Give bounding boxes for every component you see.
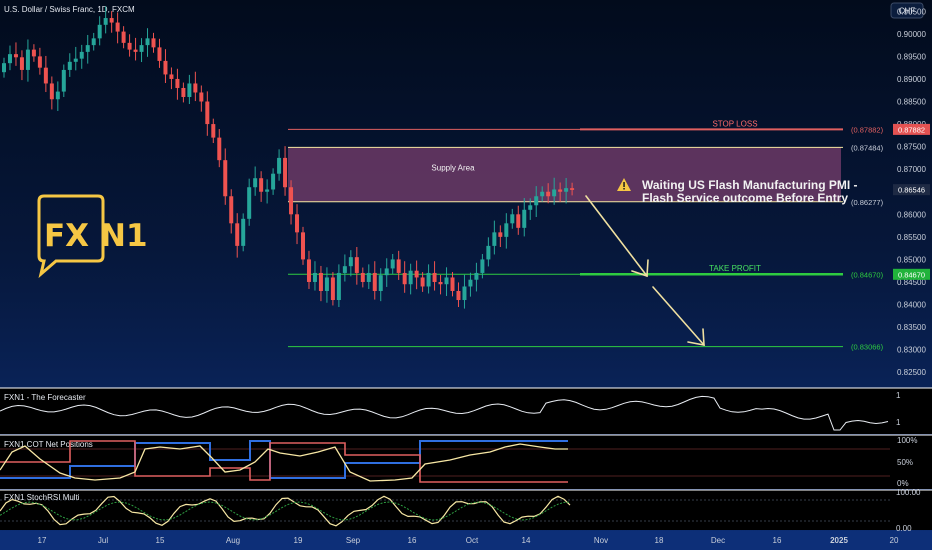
price-tick-label: 0.83500 xyxy=(897,323,926,332)
time-tick-label: Jul xyxy=(98,536,108,545)
take-profit-badge-text: 0.84670 xyxy=(898,270,925,279)
time-tick-label: Nov xyxy=(594,536,608,545)
forecaster-tick-top: 1 xyxy=(896,391,901,400)
time-tick-label: 20 xyxy=(890,536,899,545)
price-tick-label: 0.85000 xyxy=(897,255,926,264)
cot-tick-0: 0% xyxy=(897,479,909,488)
annotation-line-2: Flash Service outcome Before Entry xyxy=(642,191,848,205)
symbol-title: U.S. Dollar / Swiss Franc, 1D, FXCM xyxy=(4,5,135,14)
price-tick-label: 0.89000 xyxy=(897,75,926,84)
logo-fx: FX xyxy=(44,218,89,254)
take-profit-badge: 0.84670 xyxy=(893,269,930,280)
forecaster-tick-bottom: 1 xyxy=(896,418,901,427)
time-tick-label: 16 xyxy=(773,536,782,545)
supply-bottom-tag: (0.86277) xyxy=(851,198,884,207)
take-profit-label: TAKE PROFIT xyxy=(709,264,761,273)
cot-tick-100: 100% xyxy=(897,436,917,445)
time-tick-label: 14 xyxy=(522,536,531,545)
annotation-line-1: Waiting US Flash Manufacturing PMI - xyxy=(642,178,858,192)
time-tick-label: 15 xyxy=(156,536,165,545)
time-tick-label: 2025 xyxy=(830,536,848,545)
logo-n1: N1 xyxy=(100,218,148,254)
price-tick-label: 0.87000 xyxy=(897,165,926,174)
stop-loss-badge: 0.87882 xyxy=(893,124,930,135)
price-tick-label: 0.88500 xyxy=(897,98,926,107)
target-2-tag: (0.83066) xyxy=(851,343,884,352)
time-tick-label: Oct xyxy=(466,536,479,545)
time-tick-label: Aug xyxy=(226,536,240,545)
time-tick-label: 16 xyxy=(408,536,417,545)
last-price-badge-text: 0.86546 xyxy=(898,186,925,195)
indicator-stochrsi[interactable]: FXN1 StochRSI Multi 100.00 0.00 xyxy=(0,488,932,533)
price-tick-label: 0.90500 xyxy=(897,7,926,16)
supply-area-label: Supply Area xyxy=(431,164,475,173)
stop-loss-label: STOP LOSS xyxy=(712,120,757,129)
cot-tick-50: 50% xyxy=(897,458,913,467)
price-tick-label: 0.82500 xyxy=(897,368,926,377)
price-tick-label: 0.87500 xyxy=(897,143,926,152)
indicator-forecaster[interactable]: FXN1 - The Forecaster 1 1 xyxy=(0,388,932,434)
price-tick-label: 0.90000 xyxy=(897,30,926,39)
forecaster-panel xyxy=(0,388,932,434)
price-tick-label: 0.85500 xyxy=(897,233,926,242)
stop-loss-tag: (0.87882) xyxy=(851,125,884,134)
price-tick-label: 0.83000 xyxy=(897,346,926,355)
time-tick-label: 17 xyxy=(38,536,47,545)
time-tick-label: 18 xyxy=(655,536,664,545)
take-profit-tag: (0.84670) xyxy=(851,270,884,279)
stop-loss-badge-text: 0.87882 xyxy=(898,125,925,134)
time-tick-label: Sep xyxy=(346,536,361,545)
candle xyxy=(241,213,245,251)
supply-top-tag: (0.87484) xyxy=(851,143,884,152)
candle xyxy=(301,227,305,265)
stoch-tick-100: 100.00 xyxy=(896,488,921,497)
stochrsi-panel xyxy=(0,490,932,530)
time-tick-label: 19 xyxy=(294,536,303,545)
indicator-cot[interactable]: FXN1 COT Net Positions 100% 50% 0% xyxy=(0,435,932,489)
last-price-badge: 0.86546 xyxy=(893,184,930,195)
price-tick-label: 0.86000 xyxy=(897,210,926,219)
forecaster-title: FXN1 - The Forecaster xyxy=(4,393,86,402)
price-tick-label: 0.84000 xyxy=(897,301,926,310)
pmi-annotation: Waiting US Flash Manufacturing PMI - Fla… xyxy=(617,178,858,205)
time-tick-label: Dec xyxy=(711,536,725,545)
price-tick-label: 0.89500 xyxy=(897,52,926,61)
